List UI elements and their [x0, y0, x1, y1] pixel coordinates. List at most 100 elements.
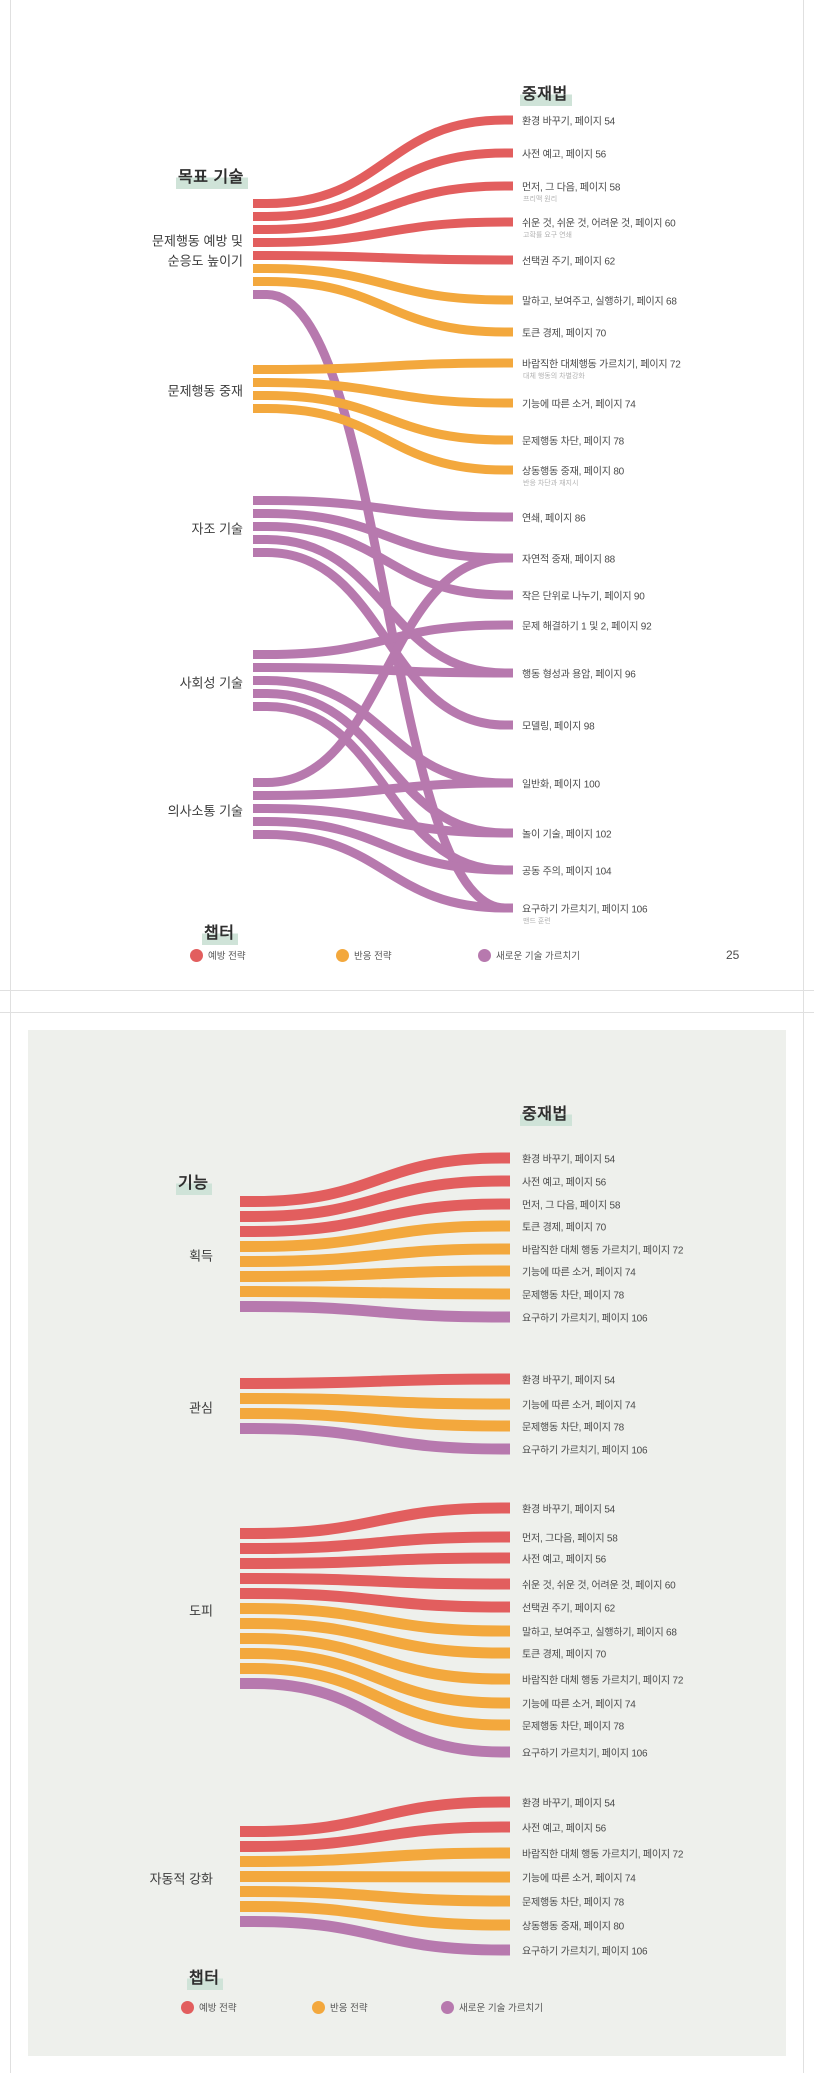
page2-legend-label: 새로운 기술 가르치기: [459, 2003, 543, 2014]
flow-ribbon: [253, 804, 513, 838]
flow-ribbon: [240, 1648, 510, 1709]
page2-category-heading: 기능: [176, 1169, 213, 1195]
page1-category-heading-text: 목표 기술: [176, 163, 248, 189]
flow-ribbon: [253, 115, 513, 208]
intervention-label: 요구하기 가르치기, 페이지 106: [522, 1445, 648, 1457]
flow-ribbon: [240, 1301, 510, 1323]
page1-legend-dot-prevention: [190, 949, 203, 962]
flow-ribbon: [253, 496, 513, 522]
intervention-label: 행동 형성과 용암, 페이지 96: [522, 669, 636, 681]
flow-ribbon: [240, 1901, 510, 1931]
flow-ribbon: [240, 1265, 510, 1282]
page2-legend-dot-response: [312, 2001, 325, 2014]
intervention-label: 문제행동 차단, 페이지 78: [522, 436, 625, 448]
page1-legend-dot-new_skills: [478, 949, 491, 962]
intervention-label: 상동행동 중재, 페이지 80: [522, 1921, 625, 1933]
flow-ribbon: [240, 1552, 510, 1569]
intervention-label: 기능에 따른 소거, 페이지 74: [522, 1400, 636, 1412]
page2-top-edge: [0, 1012, 814, 1013]
page1-bottom-edge: [0, 990, 814, 991]
page2-title-text: 중재법: [520, 1100, 572, 1126]
intervention-label: 사전 예고, 페이지 56: [522, 1177, 607, 1189]
intervention-label: 놀이 기술, 페이지 102: [522, 829, 612, 841]
intervention-label: 요구하기 가르치기, 페이지 106: [522, 904, 648, 916]
page1-legend-label: 반응 전략: [354, 951, 392, 962]
intervention-label: 환경 바꾸기, 페이지 54: [522, 1154, 616, 1166]
intervention-label: 사전 예고, 페이지 56: [522, 149, 607, 161]
function-label: 획득: [189, 1248, 213, 1264]
flow-ribbon: [253, 217, 513, 247]
flow-ribbon: [253, 509, 513, 563]
page1-category-heading: 목표 기술: [176, 163, 248, 189]
page1-page-number: 25: [726, 948, 740, 962]
flow-ribbon: [240, 1871, 510, 1883]
flow-ribbon: [253, 181, 513, 234]
flow-ribbon: [240, 1423, 510, 1455]
intervention-label: 요구하기 가르치기, 페이지 106: [522, 1748, 648, 1760]
flow-ribbon: [240, 1821, 510, 1852]
intervention-label: 쉬운 것, 쉬운 것, 어려운 것, 페이지 60: [522, 218, 676, 230]
intervention-label: 선택권 주기, 페이지 62: [522, 1603, 616, 1615]
flow-ribbon: [253, 817, 513, 875]
intervention-subtitle: 고확률 요구 연쇄: [523, 232, 572, 239]
intervention-subtitle: 대체 행동의 차별강화: [523, 373, 585, 380]
intervention-label: 쉬운 것, 쉬운 것, 어려운 것, 페이지 60: [522, 1580, 676, 1592]
intervention-label: 일반화, 페이지 100: [522, 779, 600, 791]
flow-ribbon: [253, 391, 513, 445]
intervention-label: 먼저, 그 다음, 페이지 58: [522, 182, 621, 194]
function-label: 관심: [189, 1400, 213, 1416]
flow-ribbon: [240, 1573, 510, 1590]
page2-legend-label: 예방 전략: [199, 2003, 237, 2014]
intervention-label: 바람직한 대체 행동 가르치기, 페이지 72: [522, 1675, 684, 1687]
page2-legend-dot-new_skills: [441, 2001, 454, 2014]
flow-ribbon: [253, 522, 513, 600]
flow-ribbon: [240, 1916, 510, 1956]
intervention-subtitle: 반응 차단과 재지시: [523, 480, 579, 487]
flow-ribbon: [240, 1847, 510, 1867]
intervention-label: 기능에 따른 소거, 페이지 74: [522, 399, 636, 411]
flow-ribbon: [253, 277, 513, 337]
intervention-label: 요구하기 가르치기, 페이지 106: [522, 1946, 648, 1958]
flow-ribbon: [240, 1603, 510, 1637]
page2-legend-label: 반응 전략: [330, 2003, 368, 2014]
intervention-subtitle: 프리맥 원리: [523, 196, 558, 203]
intervention-label: 자연적 중재, 페이지 88: [522, 554, 616, 566]
flow-ribbon: [253, 778, 513, 800]
intervention-label: 작은 단위로 나누기, 페이지 90: [522, 591, 645, 603]
intervention-label: 공동 주의, 페이지 104: [522, 866, 612, 878]
page1-title: 중재법: [520, 80, 572, 106]
intervention-label: 토큰 경제, 페이지 70: [522, 1222, 607, 1234]
page1-legend-heading-text: 챕터: [202, 919, 239, 945]
intervention-label: 상동행동 중재, 페이지 80: [522, 466, 625, 478]
page2-legend-dot-prevention: [181, 2001, 194, 2014]
intervention-label: 기능에 따른 소거, 페이지 74: [522, 1267, 636, 1279]
page2-legend-heading-text: 챕터: [187, 1964, 224, 1990]
page-edge-right: [803, 0, 804, 2073]
flow-ribbon: [240, 1618, 510, 1659]
flow-ribbon: [253, 378, 513, 408]
intervention-label: 바람직한 대체 행동 가르치기, 페이지 72: [522, 1245, 684, 1257]
page2-category-heading-text: 기능: [176, 1169, 213, 1195]
flow-ribbon: [240, 1198, 510, 1237]
flow-ribbon: [240, 1393, 510, 1410]
intervention-label: 문제행동 차단, 페이지 78: [522, 1422, 625, 1434]
intervention-label: 문제행동 차단, 페이지 78: [522, 1721, 625, 1733]
flow-ribbon: [253, 251, 513, 265]
page1-legend-label: 예방 전략: [208, 951, 246, 962]
intervention-label: 선택권 주기, 페이지 62: [522, 256, 616, 268]
flow-ribbon: [240, 1152, 510, 1207]
intervention-label: 먼저, 그다음, 페이지 58: [522, 1533, 618, 1545]
category-label: 문제행동 중재: [167, 383, 243, 399]
category-label: 자조 기술: [191, 520, 243, 536]
flow-ribbon: [240, 1588, 510, 1613]
intervention-label: 바람직한 대체 행동 가르치기, 페이지 72: [522, 1849, 684, 1861]
page1-legend-heading: 챕터: [202, 919, 239, 945]
intervention-label: 문제행동 차단, 페이지 78: [522, 1897, 625, 1909]
intervention-label: 말하고, 보여주고, 실행하기, 페이지 68: [522, 296, 677, 308]
flow-ribbon: [253, 264, 513, 305]
intervention-label: 문제 해결하기 1 및 2, 페이지 92: [522, 621, 652, 633]
intervention-label: 토큰 경제, 페이지 70: [522, 328, 607, 340]
flow-ribbon: [253, 358, 513, 374]
flow-ribbon: [240, 1373, 510, 1389]
